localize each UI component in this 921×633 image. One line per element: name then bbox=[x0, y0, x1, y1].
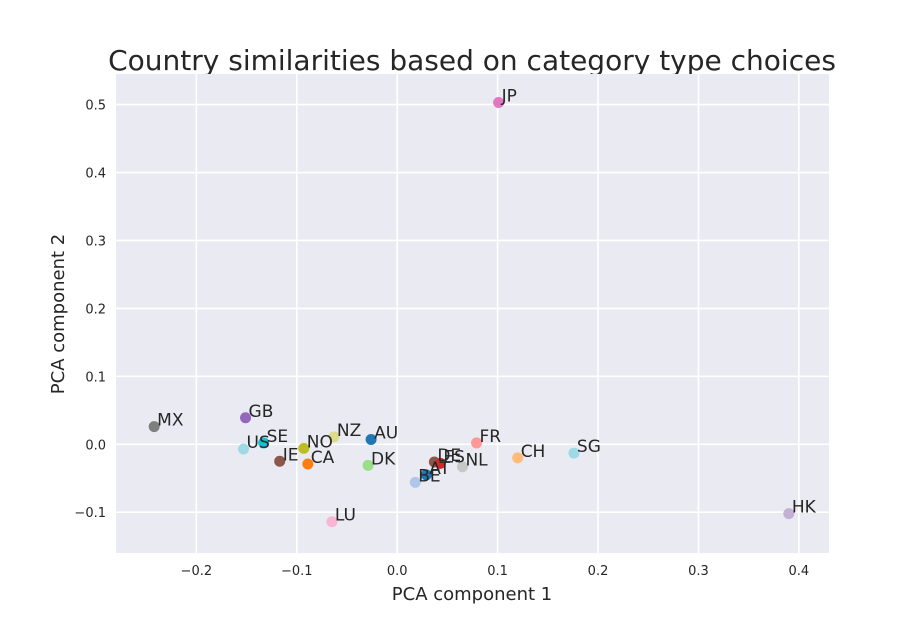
y-tick-label: 0.0 bbox=[85, 438, 106, 453]
point-label-jp: JP bbox=[501, 87, 517, 107]
chart-title: Country similarities based on category t… bbox=[108, 44, 836, 77]
data-point-mx bbox=[148, 421, 160, 433]
y-tick-label: −0.1 bbox=[74, 506, 106, 521]
data-point-at bbox=[420, 469, 432, 481]
y-tick-label: 0.4 bbox=[85, 167, 106, 182]
x-tick-label: 0.2 bbox=[588, 564, 609, 579]
y-tick-label: 0.3 bbox=[85, 234, 106, 249]
data-point-nl bbox=[456, 461, 468, 473]
data-point-ch bbox=[512, 452, 524, 464]
point-label-ca: CA bbox=[311, 448, 335, 468]
data-point-jp bbox=[493, 97, 505, 109]
point-label-hk: HK bbox=[792, 498, 817, 518]
data-point-sg bbox=[568, 447, 580, 459]
data-point-hk bbox=[783, 508, 795, 520]
point-label-sg: SG bbox=[577, 437, 601, 457]
x-tick-label: −0.2 bbox=[181, 564, 213, 579]
point-label-au: AU bbox=[374, 424, 398, 444]
point-label-gb: GB bbox=[249, 402, 274, 422]
point-label-lu: LU bbox=[335, 506, 356, 526]
point-label-dk: DK bbox=[371, 449, 396, 469]
plot-area bbox=[116, 74, 829, 553]
point-label-at: AT bbox=[429, 459, 450, 479]
point-label-es: ES bbox=[443, 447, 465, 467]
point-label-us: US bbox=[247, 433, 270, 453]
data-point-us bbox=[238, 443, 250, 455]
x-tick-label: 0.3 bbox=[688, 564, 709, 579]
point-label-be: BE bbox=[418, 466, 440, 486]
tick-labels: −0.2 −0.1 0.0 0.1 0.2 0.3 0.4 −0.1 0.0 0.1 0.2 0.3 0… bbox=[74, 99, 809, 579]
point-label-nl: NL bbox=[465, 451, 488, 471]
data-point-es bbox=[434, 457, 446, 469]
point-label-no: NO bbox=[307, 432, 333, 452]
point-label-de: DE bbox=[437, 446, 461, 466]
data-point-se bbox=[258, 437, 270, 449]
x-tick-label: 0.1 bbox=[487, 564, 508, 579]
data-point-ca bbox=[302, 458, 314, 470]
data-point-no bbox=[298, 442, 310, 454]
data-point-fr bbox=[471, 437, 483, 449]
point-label-nz: NZ bbox=[337, 421, 361, 441]
data-point-nz bbox=[328, 431, 340, 443]
y-tick-label: 0.2 bbox=[85, 302, 106, 317]
point-label-se: SE bbox=[267, 427, 289, 447]
x-tick-label: −0.1 bbox=[281, 564, 313, 579]
data-point-lu bbox=[326, 516, 338, 528]
x-tick-label: 0.0 bbox=[387, 564, 408, 579]
data-point-dk bbox=[362, 459, 374, 471]
point-label-ch: CH bbox=[521, 442, 546, 462]
point-label-ie: IE bbox=[283, 445, 299, 465]
data-point-ie bbox=[274, 455, 286, 467]
grid-lines bbox=[116, 74, 829, 553]
data-point-be bbox=[409, 476, 421, 488]
x-axis-label: PCA component 1 bbox=[392, 584, 552, 605]
data-point-au bbox=[365, 434, 377, 446]
y-axis-label: PCA component 2 bbox=[48, 234, 69, 394]
y-tick-label: 0.5 bbox=[85, 99, 106, 114]
data-point-gb bbox=[240, 412, 252, 424]
point-label-mx: MX bbox=[157, 411, 184, 431]
data-points bbox=[148, 97, 795, 528]
y-tick-label: 0.1 bbox=[85, 370, 106, 385]
x-tick-label: 0.4 bbox=[789, 564, 810, 579]
point-label-fr: FR bbox=[480, 427, 502, 447]
